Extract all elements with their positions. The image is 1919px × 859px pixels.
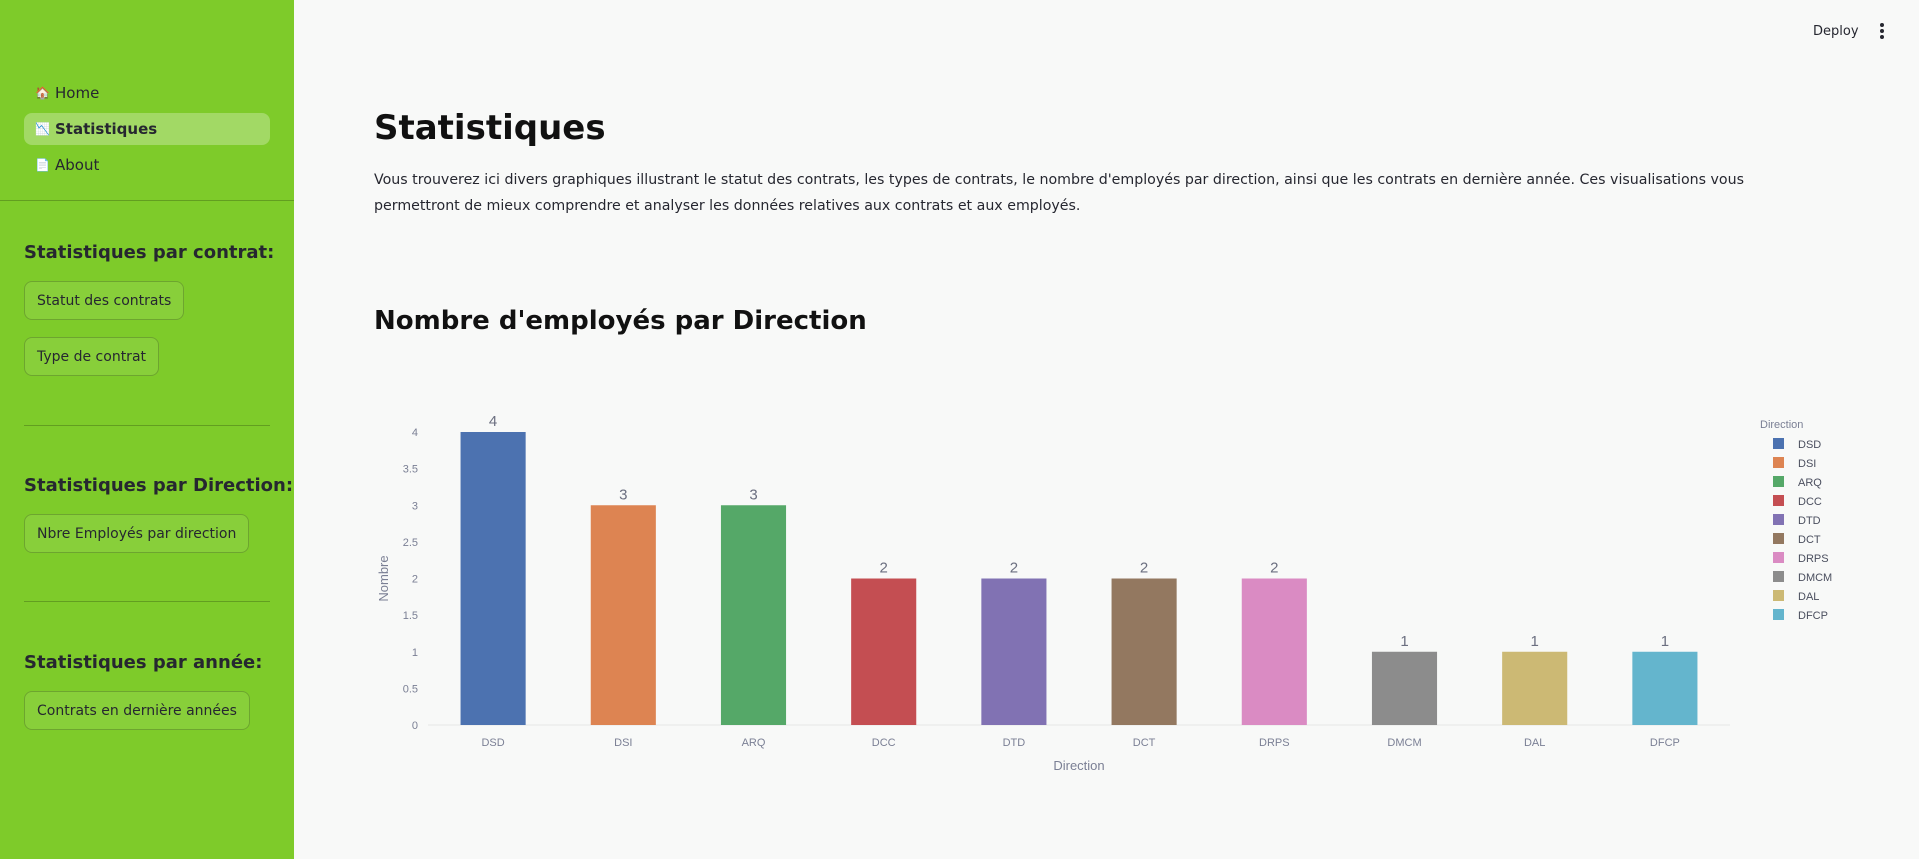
legend-swatch (1773, 438, 1784, 449)
y-tick-label: 1.5 (403, 610, 418, 622)
legend-swatch (1773, 533, 1784, 544)
chart-decreasing-icon: 📉 (35, 122, 50, 136)
deploy-button[interactable]: Deploy (1813, 24, 1859, 39)
type-contrat-button[interactable]: Type de contrat (24, 337, 160, 376)
section-heading-direction: Statistiques par Direction: (24, 475, 294, 496)
bar-chart: 0 0.5 1 1.5 2 2.5 3 3.5 4 4 DSD 3 DSI 3 ARQ 2 DCC 2 DTD 2 DC… (376, 413, 1832, 773)
page-icon: 📄 (35, 158, 50, 172)
legend-label: DAL (1798, 591, 1819, 603)
legend-swatch (1773, 552, 1784, 563)
y-tick-label: 1 (412, 647, 418, 659)
y-axis-title: Nombre (376, 555, 391, 601)
nav-item-label: About (55, 156, 100, 174)
data-label: 2 (1010, 560, 1018, 577)
sidebar-nav: 🏠 Home 📉 Statistiques 📄 About (24, 77, 270, 185)
bar-arq (720, 505, 787, 725)
y-tick-label: 2 (412, 574, 418, 586)
legend-swatch (1773, 571, 1784, 582)
legend-swatch (1773, 590, 1784, 601)
data-label: 3 (619, 486, 627, 503)
nav-item-home[interactable]: 🏠 Home (24, 77, 270, 109)
legend-label: DSI (1798, 458, 1816, 470)
section-title: Nombre d'employés par Direction (374, 306, 867, 336)
legend-swatch (1773, 609, 1784, 620)
x-tick-label: DCT (1133, 737, 1156, 749)
bar-drps (1241, 578, 1307, 725)
legend-label: DCC (1798, 496, 1822, 508)
section-heading-annee: Statistiques par année: (24, 652, 263, 673)
bar-dmcm (1371, 651, 1438, 725)
y-tick-label: 0 (412, 720, 418, 732)
y-tick-label: 3 (412, 500, 418, 512)
legend-label: DTD (1798, 515, 1821, 527)
employes-direction-button[interactable]: Nbre Employés par direction (24, 514, 250, 553)
divider (24, 601, 270, 602)
bar-dtd (981, 578, 1047, 725)
more-menu-icon[interactable] (1875, 21, 1889, 41)
data-label: 2 (1270, 560, 1278, 577)
data-label: 3 (749, 486, 757, 503)
legend-label: ARQ (1798, 477, 1822, 489)
sidebar-nav-divider (0, 200, 294, 201)
bar-dcc (851, 578, 917, 725)
x-axis-title: Direction (1053, 758, 1104, 773)
house-icon: 🏠 (35, 86, 50, 100)
data-label: 1 (1531, 633, 1539, 650)
legend-label: DFCP (1798, 610, 1828, 622)
nav-item-label: Home (55, 84, 100, 102)
legend-title: Direction (1760, 419, 1803, 431)
x-tick-label: DMCM (1387, 737, 1421, 749)
data-label: 2 (880, 560, 888, 577)
legend-swatch (1773, 457, 1784, 468)
page-title: Statistiques (374, 108, 606, 148)
legend-swatch (1773, 495, 1784, 506)
bar-dct (1111, 578, 1177, 725)
y-tick-label: 4 (412, 427, 418, 439)
data-label: 4 (489, 413, 497, 430)
x-tick-label: DCC (872, 737, 896, 749)
nav-item-statistiques[interactable]: 📉 Statistiques (24, 113, 270, 145)
legend-label: DCT (1798, 534, 1821, 546)
data-label: 1 (1400, 633, 1408, 650)
x-tick-label: ARQ (742, 737, 766, 749)
legend-label: DRPS (1798, 553, 1829, 565)
legend-swatch (1773, 514, 1784, 525)
sidebar: 🏠 Home 📉 Statistiques 📄 About Statistiqu… (0, 0, 294, 859)
y-tick-label: 3.5 (403, 464, 418, 476)
y-tick-label: 2.5 (403, 537, 418, 549)
bar-dsi (590, 505, 656, 725)
data-label: 1 (1661, 633, 1669, 650)
x-tick-label: DTD (1003, 737, 1026, 749)
x-tick-label: DFCP (1650, 737, 1680, 749)
x-tick-label: DSI (614, 737, 632, 749)
legend-label: DSD (1798, 439, 1821, 451)
nav-item-label: Statistiques (55, 120, 158, 138)
legend-swatch (1773, 476, 1784, 487)
data-label: 2 (1140, 560, 1148, 577)
bar-dal (1502, 651, 1568, 725)
section-heading-contrat: Statistiques par contrat: (24, 242, 275, 263)
x-tick-label: DAL (1524, 737, 1545, 749)
x-tick-label: DSD (481, 737, 504, 749)
bar-dfcp (1632, 651, 1698, 725)
legend-label: DMCM (1798, 572, 1832, 584)
nav-item-about[interactable]: 📄 About (24, 149, 270, 181)
x-tick-label: DRPS (1259, 737, 1290, 749)
intro-text: Vous trouverez ici divers graphiques ill… (374, 172, 1744, 214)
contrats-derniere-annee-button[interactable]: Contrats en dernière années (24, 691, 250, 730)
divider (24, 425, 270, 426)
y-tick-label: 0.5 (403, 683, 418, 695)
statut-contrats-button[interactable]: Statut des contrats (24, 281, 185, 320)
bar-dsd (460, 432, 526, 725)
